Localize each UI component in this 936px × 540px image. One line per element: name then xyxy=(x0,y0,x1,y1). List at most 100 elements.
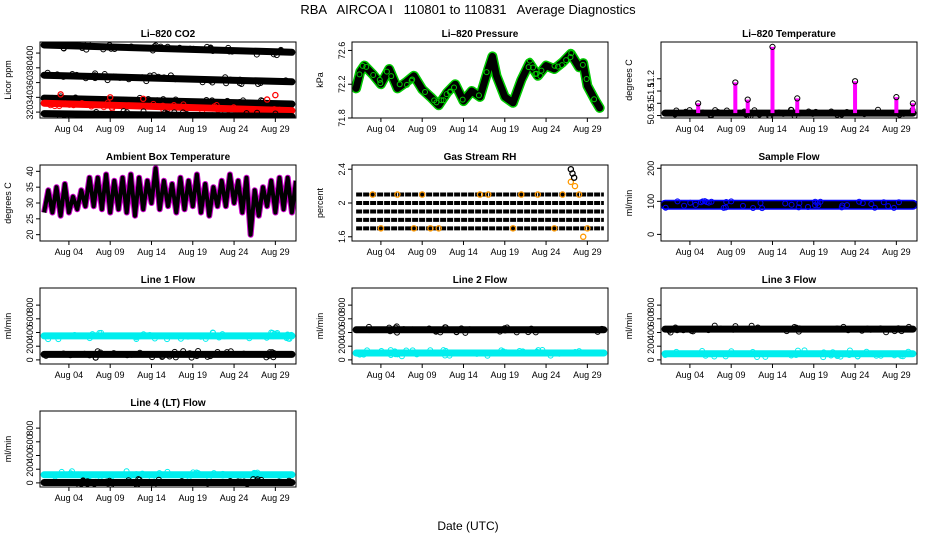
x-tick-label: Aug 04 xyxy=(55,247,84,257)
plot-frame xyxy=(351,287,609,365)
data-point xyxy=(69,70,76,77)
x-tick-label: Aug 14 xyxy=(758,124,787,134)
data-point xyxy=(356,71,363,78)
data-point xyxy=(518,191,525,198)
data-point xyxy=(567,54,574,61)
data-point xyxy=(164,468,171,475)
data-point xyxy=(234,114,241,118)
y-tick-label: 0 xyxy=(25,480,35,485)
data-point xyxy=(181,105,188,112)
data-point xyxy=(833,325,840,332)
data-point xyxy=(143,78,150,85)
data-point xyxy=(840,323,847,330)
data-point xyxy=(532,329,539,336)
data-point xyxy=(855,110,862,117)
plot-panel: Line 3 Flow Aug 04 Aug 09 Aug 14 Aug 19 Aug 2… xyxy=(624,275,918,380)
data-point xyxy=(74,42,81,48)
data-point xyxy=(722,204,729,211)
data-point xyxy=(868,200,875,207)
plot-data xyxy=(356,165,604,241)
data-point xyxy=(177,115,184,118)
data-point xyxy=(79,44,86,51)
data-point xyxy=(227,76,234,83)
data-point xyxy=(270,349,277,356)
data-point xyxy=(865,110,872,117)
data-point xyxy=(584,225,591,232)
data-point xyxy=(533,348,540,355)
data-point xyxy=(133,335,140,342)
data-point xyxy=(859,200,866,207)
data-point xyxy=(692,201,699,208)
data-point xyxy=(360,351,367,358)
data-point xyxy=(282,77,289,84)
x-tick-label: Aug 14 xyxy=(137,124,166,134)
data-point xyxy=(867,326,874,333)
y-tick-label: 380 xyxy=(25,60,35,75)
data-point xyxy=(730,325,737,332)
x-tick-label: Aug 14 xyxy=(758,247,787,257)
data-point xyxy=(747,326,754,333)
data-point xyxy=(169,479,176,486)
x-tick-label: Aug 29 xyxy=(882,124,911,134)
data-point xyxy=(354,350,361,357)
y-axis-label: ml/min xyxy=(315,313,325,340)
data-point xyxy=(433,328,440,335)
data-point xyxy=(702,352,709,359)
x-tick-label: Aug 09 xyxy=(717,370,746,380)
data-point xyxy=(551,225,558,232)
data-point xyxy=(363,63,370,70)
y-tick-label: 600 xyxy=(337,311,347,326)
data-point xyxy=(475,92,482,99)
data-point xyxy=(57,91,64,98)
x-tick-label: Aug 04 xyxy=(367,124,396,134)
data-point xyxy=(167,72,174,79)
data-point xyxy=(213,479,220,486)
data-point xyxy=(751,107,758,114)
data-point xyxy=(364,347,371,354)
x-tick-label: Aug 14 xyxy=(758,370,787,380)
x-axis-title: Date (UTC) xyxy=(437,519,499,533)
data-point xyxy=(383,68,390,75)
data-point xyxy=(193,352,200,359)
data-point xyxy=(222,74,229,81)
data-point xyxy=(359,62,366,69)
x-tick-label: Aug 04 xyxy=(367,370,396,380)
y-tick-label: 400 xyxy=(25,448,35,463)
y-tick-label: 200 xyxy=(337,339,347,354)
x-tick-label: Aug 29 xyxy=(882,370,911,380)
data-point xyxy=(230,104,237,111)
data-point xyxy=(272,91,279,99)
data-point xyxy=(417,326,424,333)
data-point xyxy=(759,350,766,357)
data-point xyxy=(834,353,841,360)
data-point xyxy=(484,352,491,359)
y-tick-label: 51.2 xyxy=(646,70,656,88)
data-point xyxy=(106,42,113,49)
data-point xyxy=(219,472,226,479)
x-tick-label: Aug 29 xyxy=(261,247,290,257)
y-tick-label: 0 xyxy=(646,232,656,237)
y-tick-label: 25 xyxy=(25,214,35,224)
data-point xyxy=(253,51,260,58)
data-point xyxy=(759,205,766,212)
data-point xyxy=(85,111,92,118)
x-tick-label: Aug 19 xyxy=(491,370,520,380)
series-band-upper xyxy=(40,71,296,86)
data-point xyxy=(104,99,111,106)
data-point xyxy=(483,69,490,76)
y-axis-label: ml/min xyxy=(624,313,634,340)
data-point xyxy=(180,348,187,355)
data-point xyxy=(164,43,171,50)
data-point xyxy=(128,351,135,358)
y-tick-label: 2.4 xyxy=(337,163,347,176)
data-point xyxy=(462,329,469,336)
data-point xyxy=(164,471,171,478)
data-point xyxy=(408,77,415,84)
data-point xyxy=(500,348,507,355)
data-point xyxy=(204,353,211,360)
plot-frame xyxy=(39,287,297,365)
data-point xyxy=(150,481,157,487)
data-point xyxy=(791,324,798,331)
data-point xyxy=(76,482,83,487)
data-point xyxy=(782,200,789,207)
